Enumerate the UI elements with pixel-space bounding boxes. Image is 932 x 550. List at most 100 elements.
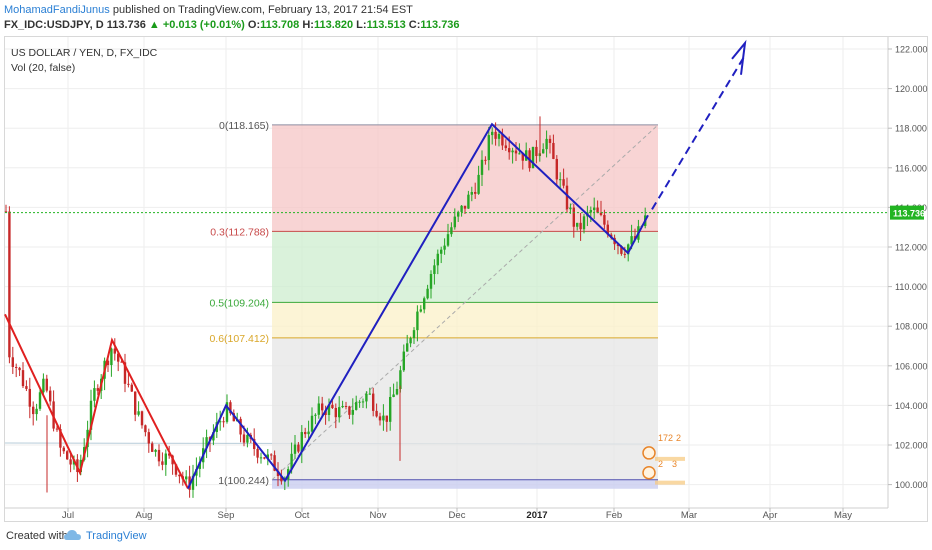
candle-body — [429, 273, 433, 289]
tradingview-cloud-icon — [64, 530, 81, 540]
candle-body — [130, 384, 133, 392]
author-link[interactable]: MohamadFandiJunus — [4, 4, 110, 16]
candle-body — [310, 415, 314, 432]
candle-body — [147, 432, 150, 444]
candle-body — [443, 245, 446, 250]
event-badge-bg — [655, 480, 685, 485]
event-badge-label: 2 — [676, 433, 681, 443]
event-badge-label: 3 — [672, 459, 677, 469]
time-tick-label: Mar — [681, 510, 697, 521]
candle-body — [450, 227, 453, 235]
fib-zone — [272, 124, 658, 232]
candle-body — [290, 453, 293, 470]
fib-label: 0.5(109.204) — [209, 297, 269, 309]
candle-body — [463, 205, 467, 209]
candle-body — [406, 343, 409, 352]
time-tick-label: Oct — [295, 510, 310, 521]
candle-body — [113, 348, 116, 354]
candle-body — [555, 158, 558, 180]
candle-body — [18, 367, 21, 371]
fib-label: 0.6(107.412) — [209, 333, 269, 345]
candle-body — [185, 476, 188, 480]
candle-body — [535, 146, 538, 157]
candle-body — [334, 407, 337, 418]
candle-body — [93, 388, 96, 401]
candle-body — [55, 428, 59, 430]
candle-body — [603, 214, 606, 225]
current-price-badge — [890, 205, 924, 220]
candle-body — [174, 464, 178, 475]
candle-body — [21, 370, 25, 387]
event-flag-icon — [642, 446, 656, 460]
open-label: O: — [247, 19, 261, 31]
candle-body — [300, 432, 303, 452]
candle-body — [222, 421, 225, 423]
price-tick-label: 118.000 — [895, 124, 927, 134]
symbol-label: FX_IDC:USDJPY, D — [4, 19, 104, 31]
candle-body — [606, 224, 609, 235]
candle-body — [321, 403, 324, 411]
high-label: H: — [302, 19, 314, 31]
candle-body — [198, 462, 201, 469]
candle-body — [504, 145, 507, 149]
candle-body — [399, 370, 402, 389]
candle-body — [246, 434, 249, 443]
candle-body — [42, 378, 45, 393]
candle-body — [395, 388, 399, 395]
candle-body — [562, 179, 565, 186]
candle-body — [440, 249, 443, 254]
candle-body — [355, 402, 358, 410]
last-price: 113.736 — [106, 19, 146, 31]
candle-body — [457, 211, 460, 217]
candle-body — [96, 388, 99, 391]
candle-body — [110, 348, 113, 366]
candle-body — [297, 444, 300, 452]
created-with-text: Created with — [6, 530, 68, 542]
candle-body — [62, 447, 65, 452]
published-text: published on TradingView.com, February 1… — [112, 4, 413, 16]
candle-body — [270, 454, 273, 456]
open-value: 113.708 — [260, 19, 300, 31]
candle-body — [205, 437, 208, 449]
candle-body — [134, 391, 137, 415]
candle-body — [599, 212, 603, 215]
candle-body — [232, 413, 235, 422]
candle-body — [402, 351, 405, 371]
time-tick-label: Dec — [449, 510, 466, 521]
tradingview-link[interactable]: TradingView — [86, 530, 147, 542]
chart-header: MohamadFandiJunus published on TradingVi… — [0, 0, 932, 34]
candle-body — [89, 400, 93, 430]
candle-body — [487, 135, 490, 161]
time-tick-label: Feb — [606, 510, 622, 521]
candle-body — [576, 222, 579, 227]
candle-body — [593, 207, 596, 211]
candle-body — [501, 133, 504, 146]
candle-body — [579, 222, 582, 230]
trend-drawings: 172 22 3 — [4, 39, 888, 490]
candle-body — [392, 394, 395, 397]
candle-body — [259, 457, 263, 459]
event-badge-label: 2 — [658, 459, 663, 469]
low-value: 113.513 — [366, 19, 406, 31]
candle-body — [69, 459, 72, 465]
candle-body — [467, 194, 470, 209]
chart-frame[interactable] — [4, 36, 928, 522]
candle-body — [225, 402, 229, 422]
candle-body — [412, 330, 416, 339]
candle-body — [341, 405, 344, 408]
publish-line: MohamadFandiJunus published on TradingVi… — [4, 4, 413, 16]
price-tick-label: 102.000 — [895, 441, 928, 451]
candle-body — [242, 434, 246, 443]
fib-trendline — [271, 124, 659, 481]
fib-retracement: 0(118.165) 0.3(112.788) 0.5(109.204) 0.6(10… — [209, 120, 659, 489]
candle-body — [338, 407, 341, 418]
legend-indicator[interactable]: Vol (20, false) — [11, 62, 76, 74]
price-tick-label: 100.000 — [895, 480, 928, 490]
candle-body — [389, 396, 392, 422]
candle-body — [15, 366, 18, 368]
fib-zone — [272, 479, 658, 489]
candle-body — [66, 451, 69, 460]
close-value: 113.736 — [420, 19, 460, 31]
candle-body — [253, 438, 256, 450]
